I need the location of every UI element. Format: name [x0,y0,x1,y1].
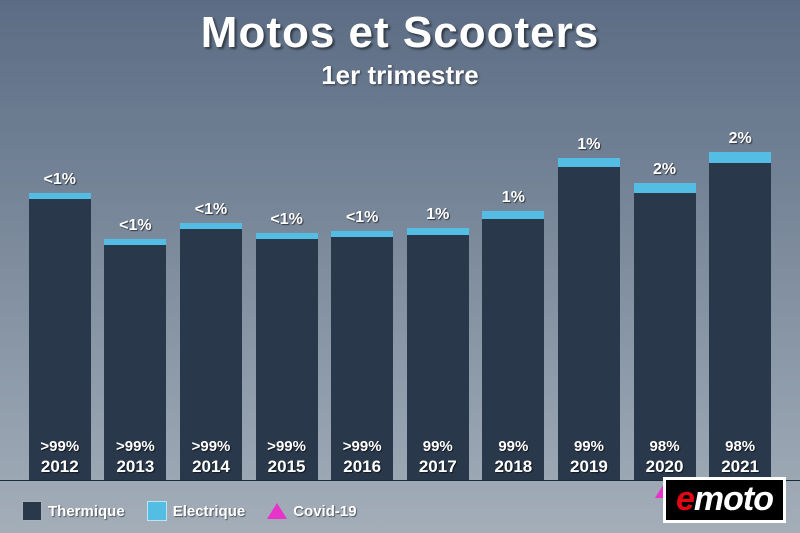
bar-stack: 2%98%2020 [634,183,696,481]
bar-segment-thermique: >99% 2015 [256,239,318,481]
bar-slot: 1% 99% 2019 [551,105,627,481]
bar-stack: <1%>99%2014 [180,223,242,481]
thermique-label: >99% [116,438,155,455]
thermique-label: >99% [192,438,231,455]
bar-segment-thermique: >99% 2016 [331,237,393,481]
bar-slot: <1% >99% 2016 [324,105,400,481]
bar-segment-electrique [558,158,620,167]
bar-slot: 2% 98% 2021 [702,105,778,481]
year-label: 2019 [570,457,608,477]
bar-segment-electrique [482,211,544,219]
electrique-label: 1% [502,189,525,207]
legend-label: Electrique [173,503,246,520]
bar-slot: <1% >99% 2013 [98,105,174,481]
legend-item: Electrique [147,501,246,521]
thermique-label: 98% [725,438,755,455]
electrique-label: 2% [729,130,752,148]
chart-title: Motos et Scooters [0,8,800,58]
bar-segment-thermique: 98% 2020 [634,193,696,481]
bars-row: <1% >99% 2012 <1% >99% 2013 <1% >99% 2014 <1% >99%… [22,105,778,481]
electrique-label: <1% [44,171,76,189]
year-label: 2012 [41,457,79,477]
legend-item: Thermique [22,501,125,521]
electrique-label: 2% [653,161,676,179]
bar-segment-electrique [709,152,771,163]
thermique-label: >99% [40,438,79,455]
legend-label: Covid-19 [293,503,356,520]
electrique-label: <1% [346,209,378,227]
thermique-label: 98% [650,438,680,455]
bar-segment-thermique: 98% 2021 [709,163,771,481]
bar-stack: 1%99%2019 [558,158,620,481]
chart-footer: Thermique Electrique Covid-19 emoto [0,481,800,533]
bar-stack: <1%>99%2016 [331,231,393,481]
bar-slot: 2% 98% 2020 [627,105,703,481]
electrique-label: <1% [270,211,302,229]
bar-segment-thermique: >99% 2013 [104,245,166,481]
bar-slot: 1% 99% 2017 [400,105,476,481]
bar-slot: <1% >99% 2012 [22,105,98,481]
electrique-label: 1% [426,206,449,224]
chart-container: Motos et Scooters 1er trimestre <1% >99% 2… [0,0,800,533]
thermique-label: 99% [423,438,453,455]
electrique-label: <1% [195,201,227,219]
bar-segment-thermique: >99% 2012 [29,199,91,481]
legend-label: Thermique [48,503,125,520]
bar-stack: 2%98%2021 [709,152,771,481]
thermique-label: >99% [343,438,382,455]
bar-slot: 1% 99% 2018 [476,105,552,481]
bar-stack: 1%99%2018 [482,211,544,481]
bar-stack: <1%>99%2013 [104,239,166,481]
bar-slot: <1% >99% 2015 [249,105,325,481]
logo-part1: e [676,480,694,518]
bar-stack: <1%>99%2015 [256,233,318,481]
bar-stack: <1%>99%2012 [29,193,91,481]
chart-plot-area: <1% >99% 2012 <1% >99% 2013 <1% >99% 2014 <1% >99%… [22,105,778,481]
bar-segment-thermique: 99% 2019 [558,167,620,481]
year-label: 2013 [116,457,154,477]
bar-segment-electrique [407,228,469,235]
logo-part2: moto [694,480,773,518]
thermique-label: 99% [498,438,528,455]
legend-triangle-icon [267,503,287,519]
year-label: 2014 [192,457,230,477]
legend-swatch-icon [147,501,167,521]
bar-slot: <1% >99% 2014 [173,105,249,481]
electrique-label: 1% [577,136,600,154]
year-label: 2021 [721,457,759,477]
year-label: 2018 [494,457,532,477]
year-label: 2017 [419,457,457,477]
thermique-label: 99% [574,438,604,455]
bar-segment-thermique: 99% 2018 [482,219,544,481]
legend: Thermique Electrique Covid-19 [22,501,357,521]
year-label: 2020 [646,457,684,477]
year-label: 2016 [343,457,381,477]
bar-segment-electrique [634,183,696,193]
legend-swatch-icon [22,501,42,521]
logo: emoto [663,477,786,523]
legend-item: Covid-19 [267,501,356,521]
chart-subtitle: 1er trimestre [0,60,800,91]
thermique-label: >99% [267,438,306,455]
electrique-label: <1% [119,217,151,235]
bar-segment-thermique: 99% 2017 [407,235,469,481]
year-label: 2015 [268,457,306,477]
bar-segment-thermique: >99% 2014 [180,229,242,481]
bar-stack: 1%99%2017 [407,228,469,481]
